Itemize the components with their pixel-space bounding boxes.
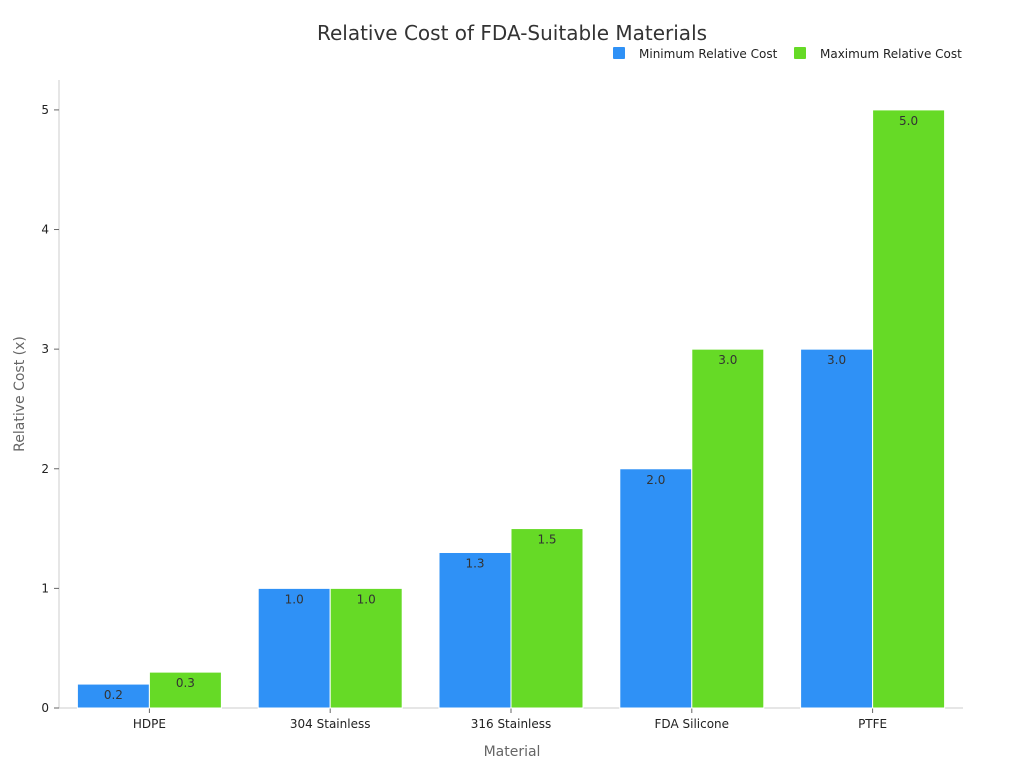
x-tick-label: HDPE — [133, 717, 166, 731]
y-tick-label: 4 — [41, 223, 49, 237]
y-tick-label: 3 — [41, 342, 49, 356]
bar-maximum-relative-cost — [691, 348, 765, 709]
legend-swatch-maximum — [794, 47, 806, 59]
y-tick-label: 5 — [41, 103, 49, 117]
data-label-maximum: 0.3 — [176, 676, 195, 690]
data-label-maximum: 5.0 — [899, 114, 918, 128]
y-axis-ticks: 0 1 2 3 4 5 — [41, 103, 59, 715]
data-label-minimum: 1.3 — [465, 556, 484, 570]
legend-label-maximum: Maximum Relative Cost — [820, 47, 962, 61]
data-label-maximum: 3.0 — [718, 353, 737, 367]
x-tick-label: PTFE — [858, 717, 887, 731]
data-label-minimum: 2.0 — [646, 473, 665, 487]
data-label-minimum: 0.2 — [104, 688, 123, 702]
data-label-maximum: 1.5 — [537, 533, 556, 547]
legend-label-minimum: Minimum Relative Cost — [639, 47, 778, 61]
legend: Minimum Relative Cost Maximum Relative C… — [613, 47, 962, 61]
bars-group — [76, 109, 946, 709]
bar-maximum-relative-cost — [148, 671, 222, 709]
data-label-minimum: 1.0 — [285, 592, 304, 606]
bar-minimum-relative-cost — [800, 348, 874, 709]
x-tick-label: FDA Silicone — [655, 717, 730, 731]
data-label-minimum: 3.0 — [827, 353, 846, 367]
y-tick-label: 0 — [41, 701, 49, 715]
data-label-maximum: 1.0 — [357, 592, 376, 606]
x-axis-title: Material — [484, 744, 541, 760]
x-axis-ticks: HDPE 304 Stainless 316 Stainless FDA Silico… — [133, 708, 887, 731]
y-tick-label: 1 — [41, 581, 49, 595]
data-labels-group: 0.2 0.3 1.0 1.0 1.3 1.5 2.0 3.0 3.0 5.0 — [104, 114, 918, 702]
x-tick-label: 316 Stainless — [471, 717, 552, 731]
bar-minimum-relative-cost — [257, 587, 331, 709]
bar-maximum-relative-cost — [510, 528, 584, 709]
bar-maximum-relative-cost — [329, 587, 403, 709]
legend-swatch-minimum — [613, 47, 625, 59]
bar-minimum-relative-cost — [438, 551, 512, 709]
chart-title: Relative Cost of FDA-Suitable Materials — [317, 21, 707, 45]
x-tick-label: 304 Stainless — [290, 717, 371, 731]
y-axis-title: Relative Cost (x) — [12, 336, 28, 452]
bar-minimum-relative-cost — [619, 468, 693, 709]
y-tick-label: 2 — [41, 462, 49, 476]
bar-maximum-relative-cost — [872, 109, 946, 709]
